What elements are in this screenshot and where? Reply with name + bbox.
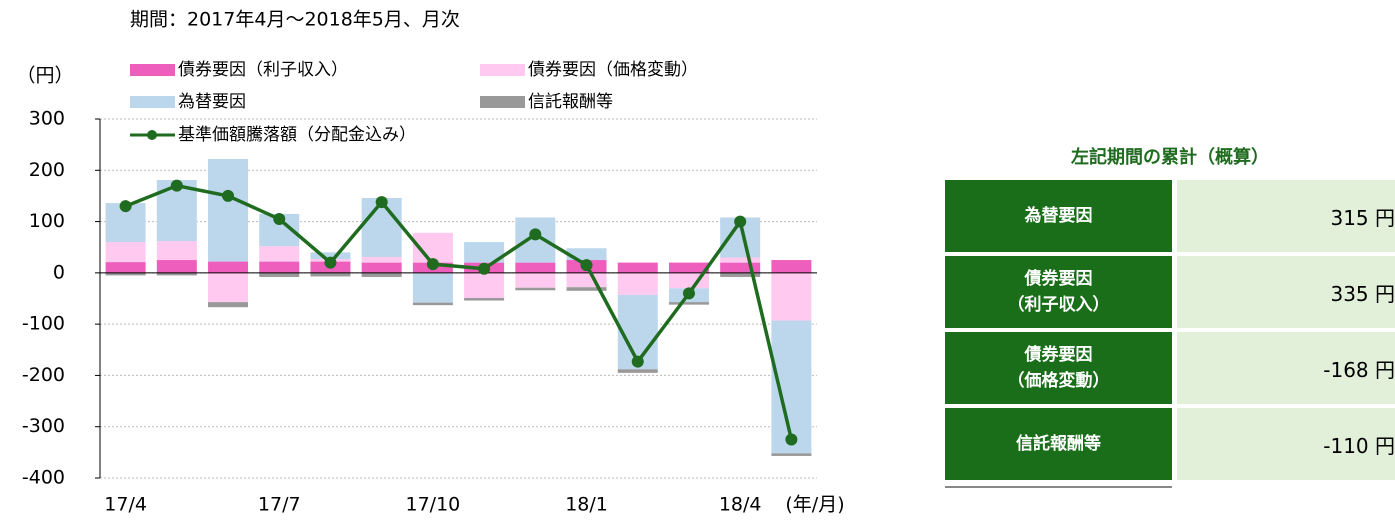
bar-segment (617, 272, 658, 295)
bar-segment (515, 272, 556, 288)
bar-segment (208, 302, 249, 308)
bar-segment (361, 262, 402, 273)
chart: 期間：2017年4月～2018年5月、月次 （円） (年/月) -400 -300… (16, 9, 844, 516)
bar-segment (668, 262, 709, 273)
bar-segment (259, 272, 300, 277)
line-marker (170, 179, 183, 192)
line-marker (631, 355, 644, 368)
line-marker (478, 262, 491, 275)
y-tick-label: 0 (53, 261, 65, 283)
y-tick-label: 200 (29, 159, 65, 181)
bar-segment (617, 262, 658, 273)
line (124, 183, 794, 440)
summary-table: 左記期間の累計（概算） 為替要因 315 円債券要因 （利子収入） 335 円債券要… (945, 140, 1395, 488)
bar-segment (310, 252, 351, 260)
bar-segment (720, 257, 761, 263)
line-marker (222, 189, 235, 202)
line-marker (119, 200, 132, 213)
bar-segment (310, 272, 351, 277)
bar-segment (361, 272, 402, 277)
line-marker (580, 259, 593, 272)
bar-segment (105, 262, 146, 273)
bar-segment (720, 262, 761, 273)
row-label: 債券要因 （利子収入） (945, 256, 1172, 328)
y-tick-label: 100 (29, 210, 65, 232)
legend-marker (147, 130, 157, 140)
line-marker (426, 258, 439, 271)
table-row: 為替要因 315 円 (945, 180, 1395, 252)
legend-swatch (480, 64, 525, 76)
bar-segment (208, 159, 249, 262)
line-marker (682, 287, 695, 300)
bar-segment (259, 246, 300, 262)
bar-segment (515, 287, 556, 291)
y-tick-label: -300 (22, 415, 65, 437)
legend-swatch (130, 64, 175, 76)
x-tick-label: 18/4 (719, 494, 762, 516)
bar-segment (105, 242, 146, 263)
line-marker (529, 228, 542, 241)
bar-segment (259, 261, 300, 273)
bar-segment (105, 272, 146, 276)
bar-segment (412, 272, 453, 303)
bar-segment (464, 242, 505, 263)
bar-segment (515, 262, 556, 273)
legend-label: 基準価額騰落額（分配金込み） (178, 125, 416, 145)
legend-swatch (130, 96, 175, 108)
x-tick-label: 18/1 (565, 494, 608, 516)
y-tick-label: -100 (22, 313, 65, 335)
table-border (945, 486, 1172, 488)
bar-segment (668, 302, 709, 305)
bar-segment (464, 272, 505, 298)
row-value: -110 円 (1177, 408, 1395, 480)
bar-segment (156, 241, 197, 261)
bar-segment (566, 287, 607, 291)
line-marker (785, 433, 798, 446)
line-marker (273, 213, 286, 226)
legend-label: 債券要因（価格変動） (528, 60, 698, 80)
bar-segment (771, 260, 812, 273)
x-tick-label: 17/10 (406, 494, 461, 516)
bar-segment (566, 248, 607, 261)
row-value: 315 円 (1177, 180, 1395, 252)
table-row: 債券要因 （価格変動） -168 円 (945, 332, 1395, 404)
legend-swatch (480, 96, 525, 108)
y-tick-label: -200 (22, 364, 65, 386)
bar-segment (412, 302, 453, 306)
legend-label: 債券要因（利子収入） (178, 60, 348, 80)
bar-segment (566, 272, 607, 288)
x-tick-label: 17/7 (258, 494, 301, 516)
bar-segment (617, 369, 658, 373)
x-axis-label: (年/月) (785, 494, 844, 516)
legend-label: 信託報酬等 (528, 92, 613, 112)
y-tick-label: 300 (29, 108, 65, 130)
bar-segment (156, 272, 197, 276)
subtitle: 期間：2017年4月～2018年5月、月次 (130, 9, 460, 31)
line-marker (324, 256, 337, 269)
y-tick-label: -400 (22, 467, 65, 489)
bar-segment (464, 297, 505, 301)
row-value: 335 円 (1177, 256, 1395, 328)
line-marker (375, 196, 388, 209)
bar-segment (771, 453, 812, 456)
bar-segment (771, 272, 812, 321)
line-marker (734, 215, 747, 228)
row-label: 債券要因 （価格変動） (945, 332, 1172, 404)
table-row: 信託報酬等 -110 円 (945, 408, 1395, 480)
bar-segment (208, 261, 249, 273)
legend-label: 為替要因 (178, 92, 246, 112)
x-tick-label: 17/4 (104, 494, 147, 516)
bar-segment (720, 272, 761, 277)
y-axis-label: （円） (16, 65, 73, 87)
table-title: 左記期間の累計（概算） (1071, 147, 1269, 168)
table-row: 債券要因 （利子収入） 335 円 (945, 256, 1395, 328)
bar-segment (156, 260, 197, 273)
bar-segment (208, 272, 249, 303)
bar-segment (361, 256, 402, 263)
row-label: 為替要因 (945, 180, 1172, 252)
row-value: -168 円 (1177, 332, 1395, 404)
row-label: 信託報酬等 (945, 408, 1172, 480)
